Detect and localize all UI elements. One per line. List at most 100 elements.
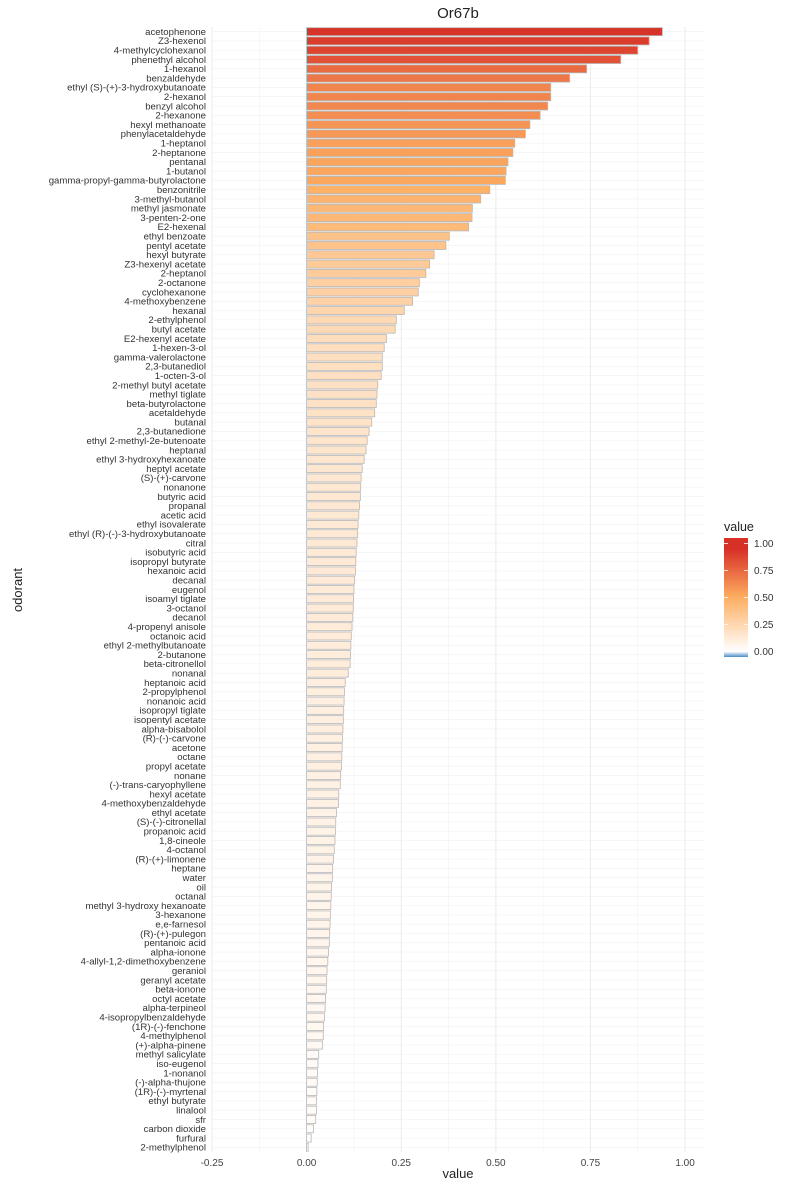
bar bbox=[306, 994, 326, 1003]
category-label: oil bbox=[196, 882, 206, 893]
category-label: methyl salicylate bbox=[136, 1050, 206, 1061]
bar bbox=[306, 408, 376, 418]
category-label: butyl acetate bbox=[152, 324, 206, 335]
bar bbox=[306, 873, 333, 883]
bar bbox=[306, 789, 340, 799]
bar bbox=[306, 1049, 320, 1059]
bar bbox=[306, 1012, 325, 1022]
bar bbox=[306, 659, 351, 669]
category-label: propyl acetate bbox=[146, 761, 206, 772]
category-label: 1-butanol bbox=[166, 166, 206, 177]
category-label: acetophenone bbox=[145, 27, 206, 38]
category-label: Z3-hexenol bbox=[158, 36, 206, 47]
bar bbox=[306, 417, 373, 427]
bar bbox=[306, 826, 336, 836]
bar bbox=[306, 529, 359, 539]
bar bbox=[306, 566, 356, 576]
category-label: gamma-valerolactone bbox=[114, 352, 206, 363]
category-label: (R)-(-)-carvone bbox=[143, 734, 206, 745]
category-label: ethyl (S)-(+)-3-hydroxybutanoate bbox=[67, 83, 206, 94]
bar bbox=[306, 157, 509, 167]
bar bbox=[306, 222, 469, 232]
category-label: pentanal bbox=[169, 157, 206, 168]
bar bbox=[306, 361, 383, 371]
legend-tick-label: 0.00 bbox=[754, 647, 774, 658]
bar bbox=[306, 185, 491, 195]
category-label: 4-methylcyclohexanol bbox=[114, 46, 206, 57]
category-label: isobutyric acid bbox=[145, 548, 206, 559]
category-label: ethyl 2-methylbutanoate bbox=[104, 641, 206, 652]
bars bbox=[306, 27, 663, 1152]
category-label: methyl jasmonate bbox=[131, 204, 206, 215]
bar bbox=[306, 547, 357, 557]
category-label: propanal bbox=[169, 501, 206, 512]
bar bbox=[306, 315, 397, 325]
category-label: ethyl butyrate bbox=[148, 1096, 206, 1107]
bar bbox=[306, 445, 367, 455]
bar bbox=[306, 83, 552, 92]
bar bbox=[306, 176, 506, 185]
bar bbox=[306, 1068, 318, 1078]
legend-tick-label: 0.50 bbox=[754, 593, 774, 604]
category-label: alpha-bisabolol bbox=[141, 724, 206, 735]
category-label: heptanal bbox=[169, 445, 206, 456]
category-label: 1-heptanol bbox=[161, 139, 206, 150]
category-label: benzyl alcohol bbox=[145, 101, 206, 112]
category-label: benzaldehyde bbox=[146, 73, 206, 84]
category-label: 4-methoxybenzaldehyde bbox=[101, 799, 206, 810]
bar bbox=[306, 724, 344, 734]
category-label: 1-octen-3-ol bbox=[155, 371, 206, 382]
bar bbox=[306, 585, 355, 594]
bar bbox=[306, 482, 362, 492]
bar bbox=[306, 213, 473, 222]
category-label: (-)-trans-caryophyllene bbox=[110, 780, 207, 791]
category-label: ethyl 2-methyl-2e-butenoate bbox=[87, 436, 206, 447]
category-label: 4-octanol bbox=[167, 845, 206, 856]
bar bbox=[306, 324, 396, 334]
category-label: 2,3-butanedione bbox=[137, 427, 206, 438]
bar bbox=[306, 947, 329, 957]
bar bbox=[306, 668, 349, 678]
category-label: 1-nonanol bbox=[163, 1068, 206, 1079]
bar bbox=[306, 1142, 309, 1152]
category-label: beta-butyrolactone bbox=[127, 399, 206, 410]
bar bbox=[306, 984, 327, 994]
bar bbox=[306, 910, 331, 920]
bar bbox=[306, 55, 622, 64]
category-label: geraniol bbox=[172, 966, 206, 977]
bar bbox=[306, 343, 385, 353]
category-label: acetone bbox=[172, 743, 206, 754]
category-label: (R)-(+)-limonene bbox=[135, 854, 206, 865]
category-label: hexanal bbox=[172, 306, 206, 317]
bar bbox=[306, 1124, 314, 1134]
category-label: decanol bbox=[172, 613, 206, 624]
x-tick-label: 0.50 bbox=[486, 1158, 506, 1169]
category-label: ethyl (R)-(-)-3-hydroxybutanoate bbox=[69, 529, 206, 540]
category-label: beta-ionone bbox=[155, 985, 206, 996]
bar bbox=[306, 919, 331, 929]
bar bbox=[306, 891, 332, 901]
category-label: nonanone bbox=[163, 483, 206, 494]
category-label: ethyl isovalerate bbox=[137, 520, 206, 531]
category-label: E2-hexenal bbox=[157, 222, 206, 233]
category-label: e,e-farnesol bbox=[155, 920, 206, 931]
bar bbox=[306, 1133, 312, 1143]
x-tick-labels: -0.25 0.00 0.25 0.50 0.75 1.00 bbox=[201, 1158, 696, 1169]
category-label: (S)-(-)-citronellal bbox=[137, 817, 206, 828]
category-label: octyl acetate bbox=[152, 994, 206, 1005]
category-label: (R)-(+)-pulegon bbox=[140, 929, 206, 940]
category-label: water bbox=[182, 873, 207, 884]
bar bbox=[306, 1077, 318, 1087]
bar bbox=[306, 101, 549, 111]
bar bbox=[306, 715, 344, 725]
category-label: (+)-alpha-pinene bbox=[135, 1040, 206, 1051]
bar bbox=[306, 120, 531, 130]
bar bbox=[306, 1059, 319, 1069]
bar bbox=[306, 687, 345, 697]
category-label: nonanoic acid bbox=[147, 696, 206, 707]
category-label: heptane bbox=[171, 864, 206, 875]
bar bbox=[306, 901, 332, 911]
bar bbox=[306, 957, 329, 966]
bar bbox=[306, 705, 345, 715]
bar bbox=[306, 510, 360, 520]
